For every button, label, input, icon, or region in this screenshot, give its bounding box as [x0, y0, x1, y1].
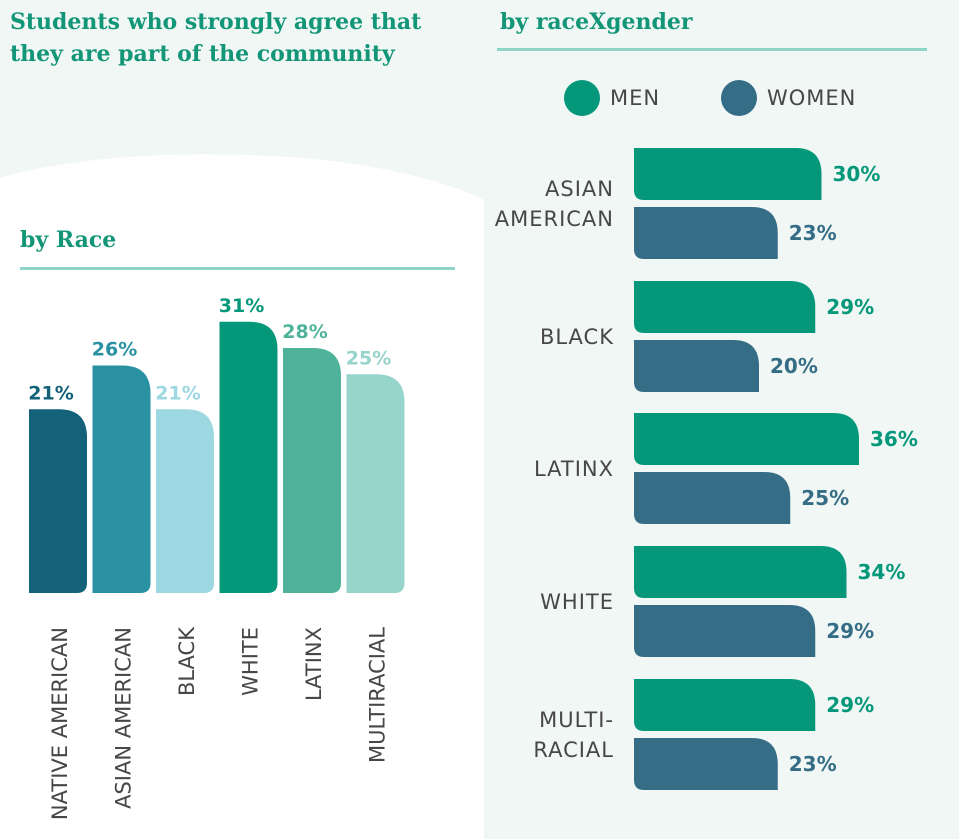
race-gender-category-label: LATINX — [534, 457, 614, 481]
men-bar — [634, 546, 847, 598]
race-bar-value-label: 26% — [92, 339, 137, 361]
women-value-label: 23% — [789, 221, 837, 245]
men-value-label: 29% — [826, 295, 874, 319]
race-gender-title: by raceXgender — [500, 9, 693, 35]
women-bar — [634, 738, 778, 790]
race-gender-category-label: ASIAN — [545, 177, 614, 201]
legend-women-swatch — [721, 80, 757, 116]
legend-men: MEN — [564, 80, 660, 116]
men-value-label: 30% — [833, 162, 881, 186]
men-value-label: 36% — [870, 427, 918, 451]
race-bar-value-label: 28% — [282, 321, 327, 343]
race-gender-category-label: RACIAL — [533, 738, 614, 762]
men-bar — [634, 679, 816, 731]
women-value-label: 20% — [770, 354, 818, 378]
race-category-label: NATIVE AMERICAN — [48, 627, 72, 820]
race-bar — [346, 374, 405, 593]
men-bar — [634, 413, 859, 465]
legend-men-swatch — [564, 80, 600, 116]
race-bar — [283, 348, 341, 593]
race-title: by Race — [20, 227, 117, 253]
race-bar — [29, 409, 87, 593]
race-bar-value-label: 21% — [28, 382, 73, 404]
race-gender-category-label: AMERICAN — [495, 207, 614, 231]
race-bar — [92, 365, 151, 593]
men-bar — [634, 281, 816, 333]
race-gender-title-rule — [497, 48, 927, 51]
women-bar — [634, 207, 778, 259]
race-bar-chart: 21% NATIVE AMERICAN 26% ASIAN AMERICAN 21% BL… — [28, 295, 405, 820]
race-bar — [156, 409, 214, 593]
race-bar-value-label: 25% — [346, 347, 391, 369]
race-category-label: LATINX — [302, 627, 326, 701]
race-gender-category-label: BLACK — [540, 325, 614, 349]
men-value-label: 29% — [826, 693, 874, 717]
race-bar-value-label: 31% — [219, 295, 264, 317]
women-value-label: 23% — [789, 752, 837, 776]
main-title: Students who strongly agree that they ar… — [10, 9, 422, 67]
race-category-label: MULTIRACIAL — [366, 627, 390, 763]
legend-women-label: WOMEN — [767, 86, 857, 110]
women-bar — [634, 605, 816, 657]
women-value-label: 25% — [801, 486, 849, 510]
race-gender-category-label: MULTI- — [539, 708, 614, 732]
race-bar — [219, 321, 278, 593]
race-category-label: WHITE — [239, 627, 263, 696]
women-bar — [634, 472, 791, 524]
race-bar-value-label: 21% — [155, 382, 200, 404]
race-title-rule — [20, 267, 455, 270]
men-bar — [634, 148, 822, 200]
legend-women: WOMEN — [721, 80, 856, 116]
women-value-label: 29% — [826, 619, 874, 643]
men-value-label: 34% — [858, 560, 906, 584]
women-bar — [634, 340, 759, 392]
race-gender-category-label: WHITE — [540, 590, 614, 614]
legend-men-label: MEN — [610, 86, 661, 110]
race-category-label: ASIAN AMERICAN — [112, 627, 136, 809]
race-category-label: BLACK — [175, 626, 199, 696]
